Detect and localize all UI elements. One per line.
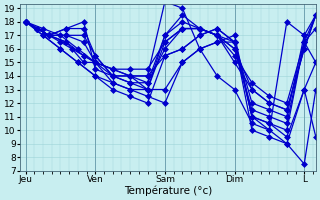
- X-axis label: Température (°c): Température (°c): [124, 185, 212, 196]
